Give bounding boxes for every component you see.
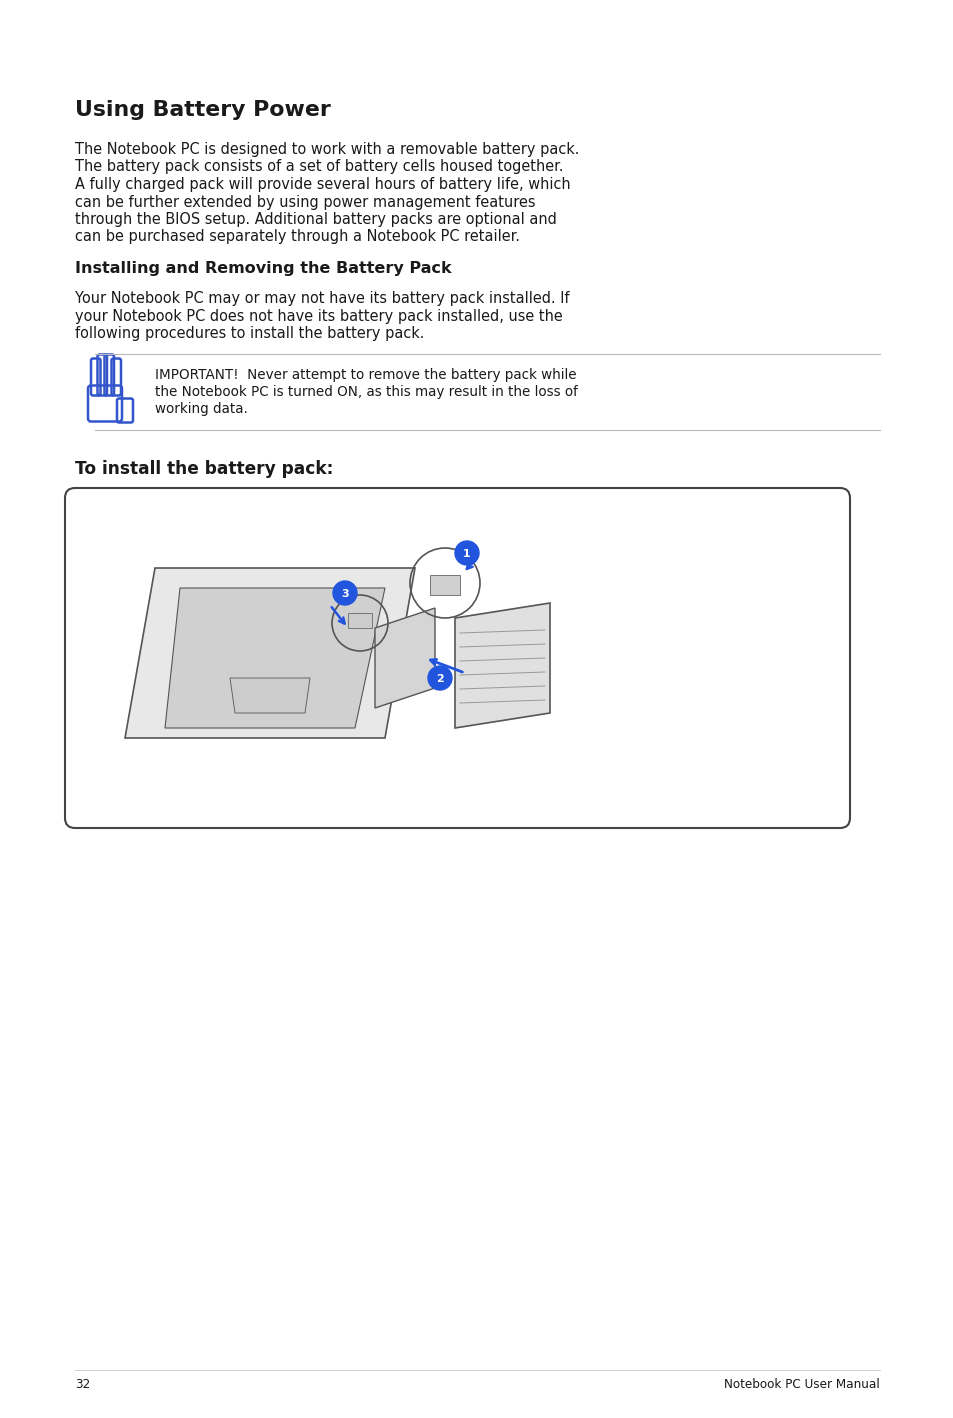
Polygon shape <box>165 588 385 727</box>
Text: Notebook PC User Manual: Notebook PC User Manual <box>723 1378 879 1391</box>
Text: 3: 3 <box>341 588 349 598</box>
Text: Your Notebook PC may or may not have its battery pack installed. If: Your Notebook PC may or may not have its… <box>75 291 569 306</box>
Text: working data.: working data. <box>154 403 248 417</box>
Text: can be purchased separately through a Notebook PC retailer.: can be purchased separately through a No… <box>75 230 519 244</box>
Text: following procedures to install the battery pack.: following procedures to install the batt… <box>75 326 424 340</box>
Text: 2: 2 <box>436 674 443 683</box>
Circle shape <box>333 581 356 605</box>
Text: The battery pack consists of a set of battery cells housed together.: The battery pack consists of a set of ba… <box>75 159 563 174</box>
Polygon shape <box>125 569 415 737</box>
Text: To install the battery pack:: To install the battery pack: <box>75 459 333 478</box>
Circle shape <box>455 542 478 564</box>
Text: A fully charged pack will provide several hours of battery life, which: A fully charged pack will provide severa… <box>75 177 570 191</box>
Text: can be further extended by using power management features: can be further extended by using power m… <box>75 194 535 210</box>
Text: The Notebook PC is designed to work with a removable battery pack.: The Notebook PC is designed to work with… <box>75 142 578 157</box>
Polygon shape <box>455 603 550 727</box>
Text: 1: 1 <box>463 549 471 559</box>
Text: Installing and Removing the Battery Pack: Installing and Removing the Battery Pack <box>75 261 451 277</box>
Text: 32: 32 <box>75 1378 91 1391</box>
FancyBboxPatch shape <box>65 488 849 828</box>
Circle shape <box>428 666 452 691</box>
Text: Using Battery Power: Using Battery Power <box>75 101 331 121</box>
Polygon shape <box>348 613 372 628</box>
Polygon shape <box>375 608 435 708</box>
Text: IMPORTANT!  Never attempt to remove the battery pack while: IMPORTANT! Never attempt to remove the b… <box>154 367 576 381</box>
Polygon shape <box>430 576 459 596</box>
Polygon shape <box>230 678 310 713</box>
Text: the Notebook PC is turned ON, as this may result in the loss of: the Notebook PC is turned ON, as this ma… <box>154 386 578 398</box>
Text: through the BIOS setup. Additional battery packs are optional and: through the BIOS setup. Additional batte… <box>75 213 557 227</box>
Text: your Notebook PC does not have its battery pack installed, use the: your Notebook PC does not have its batte… <box>75 309 562 323</box>
